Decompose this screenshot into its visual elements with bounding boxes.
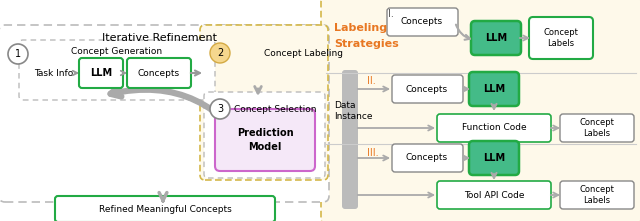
Text: Concept
Labels: Concept Labels (580, 185, 614, 205)
Circle shape (210, 99, 230, 119)
FancyBboxPatch shape (469, 72, 519, 106)
Text: Iterative Refinement: Iterative Refinement (102, 33, 218, 43)
Text: Labeling: Labeling (334, 23, 387, 33)
Text: Concept Generation: Concept Generation (72, 46, 163, 55)
Circle shape (210, 43, 230, 63)
Circle shape (8, 44, 28, 64)
FancyArrowPatch shape (111, 87, 259, 164)
FancyBboxPatch shape (215, 109, 315, 171)
Text: Concept Selection: Concept Selection (234, 105, 317, 114)
Text: Concept
Labels: Concept Labels (543, 28, 579, 48)
FancyBboxPatch shape (437, 181, 551, 209)
FancyBboxPatch shape (0, 25, 329, 202)
Text: 1: 1 (15, 49, 21, 59)
Text: III.: III. (367, 148, 379, 158)
FancyBboxPatch shape (529, 17, 593, 59)
FancyBboxPatch shape (469, 141, 519, 175)
Text: 3: 3 (217, 104, 223, 114)
Text: Task Info: Task Info (34, 69, 73, 78)
Text: LLM: LLM (90, 68, 112, 78)
Text: I.: I. (388, 9, 394, 19)
FancyBboxPatch shape (321, 0, 640, 221)
Text: LLM: LLM (485, 33, 507, 43)
Text: LLM: LLM (483, 153, 505, 163)
Text: Refined Meaningful Concepts: Refined Meaningful Concepts (99, 204, 232, 213)
Text: Concepts: Concepts (406, 84, 448, 93)
FancyBboxPatch shape (342, 70, 358, 209)
FancyBboxPatch shape (55, 196, 275, 221)
Text: 2: 2 (217, 48, 223, 58)
FancyBboxPatch shape (471, 21, 521, 55)
Text: Tool API Code: Tool API Code (464, 191, 524, 200)
Text: Prediction
Model: Prediction Model (237, 128, 293, 152)
FancyBboxPatch shape (127, 58, 191, 88)
Text: Concepts: Concepts (401, 17, 443, 27)
FancyBboxPatch shape (387, 8, 458, 36)
Text: II.: II. (367, 76, 376, 86)
Text: Data
Instance: Data Instance (334, 101, 372, 121)
Text: LLM: LLM (483, 84, 505, 94)
Text: Concepts: Concepts (406, 154, 448, 162)
FancyBboxPatch shape (392, 144, 463, 172)
Text: Concepts: Concepts (138, 69, 180, 78)
FancyBboxPatch shape (19, 40, 215, 100)
FancyBboxPatch shape (204, 92, 325, 178)
FancyBboxPatch shape (200, 25, 328, 180)
Text: Strategies: Strategies (334, 39, 399, 49)
FancyBboxPatch shape (560, 181, 634, 209)
FancyBboxPatch shape (79, 58, 123, 88)
FancyBboxPatch shape (560, 114, 634, 142)
Text: Function Code: Function Code (461, 124, 526, 133)
FancyBboxPatch shape (437, 114, 551, 142)
Text: Concept
Labels: Concept Labels (580, 118, 614, 138)
FancyBboxPatch shape (392, 75, 463, 103)
Text: Concept Labeling: Concept Labeling (264, 48, 343, 57)
